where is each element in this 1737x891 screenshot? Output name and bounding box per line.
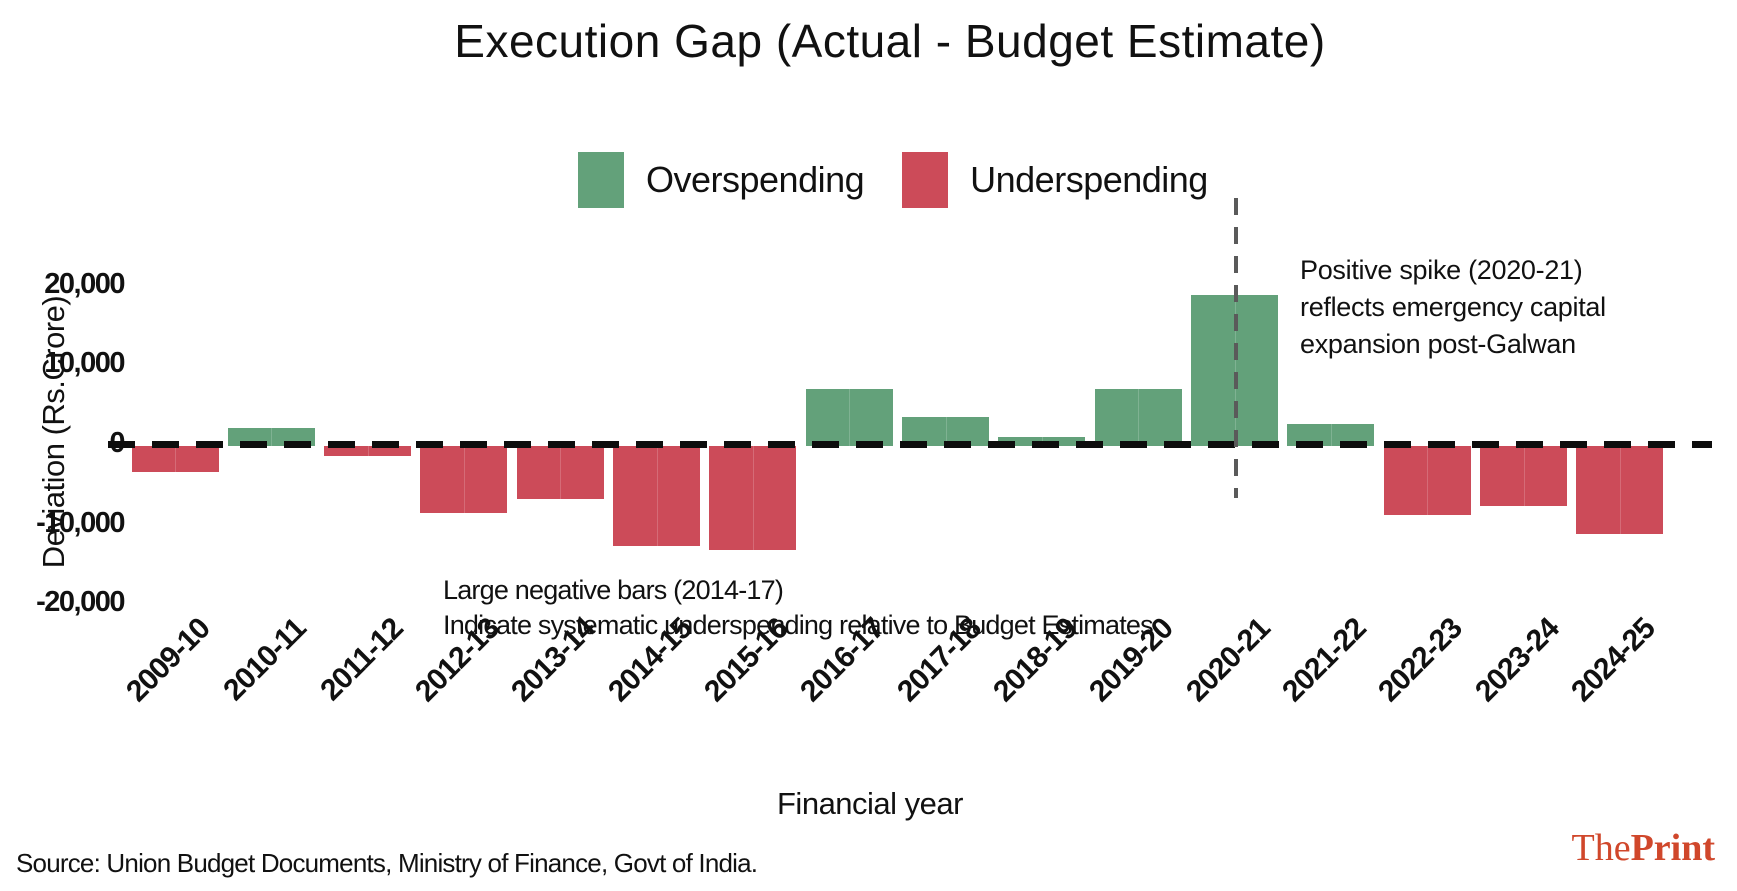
vertical-reference-dashed-line xyxy=(1234,198,1238,498)
legend-item-underspending: Underspending xyxy=(902,152,1208,208)
legend: Overspending Underspending xyxy=(578,152,1208,208)
legend-label-overspending: Overspending xyxy=(646,159,865,200)
bar-2009-10 xyxy=(131,446,219,473)
ytick--20,000: -20,000 xyxy=(36,586,125,619)
theprint-logo: ThePrint xyxy=(1571,826,1715,870)
bar-2015-16 xyxy=(709,446,797,550)
legend-item-overspending: Overspending xyxy=(578,152,865,208)
bar-2019-20 xyxy=(1094,389,1182,446)
bar-2011-12 xyxy=(324,446,412,456)
overspending-swatch-icon xyxy=(578,152,624,208)
theprint-logo-print: Print xyxy=(1630,827,1715,869)
annotation-positive-spike: Positive spike (2020-21) reflects emerge… xyxy=(1300,255,1606,359)
annotation-negative-bars: Large negative bars (2014-17) Indicate s… xyxy=(443,575,1154,640)
theprint-logo-the: The xyxy=(1571,827,1631,869)
zero-baseline-dashed-line xyxy=(108,441,1712,448)
bar-2013-14 xyxy=(516,446,604,500)
bar-2012-13 xyxy=(420,446,508,513)
legend-label-underspending: Underspending xyxy=(970,159,1208,200)
x-axis-title: Financial year xyxy=(777,786,963,821)
bar-2016-17 xyxy=(805,389,893,446)
source-note: Source: Union Budget Documents, Ministry… xyxy=(16,848,758,878)
bar-2022-23 xyxy=(1383,446,1471,516)
ytick-20,000: 20,000 xyxy=(44,267,125,300)
bar-2023-24 xyxy=(1480,446,1568,506)
ytick-10,000: 10,000 xyxy=(44,347,125,380)
bar-2014-15 xyxy=(613,446,701,547)
underspending-swatch-icon xyxy=(902,152,949,208)
chart-title: Execution Gap (Actual - Budget Estimate) xyxy=(454,15,1326,67)
ytick--10,000: -10,000 xyxy=(36,506,125,539)
bar-2024-25 xyxy=(1576,446,1664,534)
bar-2021-22 xyxy=(1287,423,1375,447)
